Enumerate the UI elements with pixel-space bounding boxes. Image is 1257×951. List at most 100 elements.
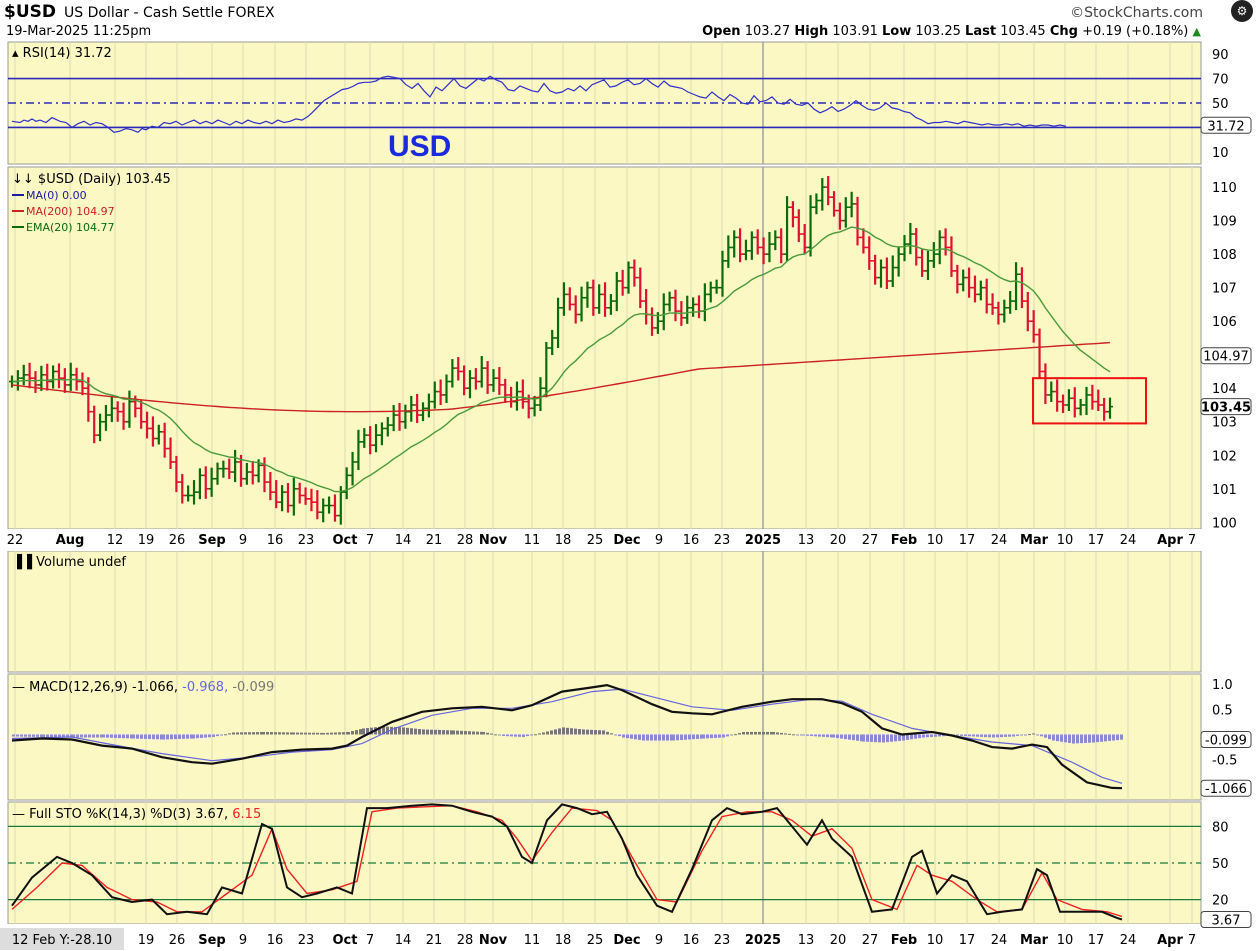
macd-hist-bar <box>996 734 999 738</box>
price-bar <box>537 377 544 412</box>
bottom-x-tick: 19 <box>138 933 155 948</box>
price-bar <box>1089 384 1096 410</box>
macd-hist-bar <box>758 731 761 735</box>
price-bar <box>191 480 198 505</box>
watermark[interactable]: ©StockCharts.com <box>1070 5 1203 21</box>
macd-hist-bar <box>378 726 381 735</box>
macd-hist-bar <box>256 732 259 735</box>
macd-hist-bar <box>1052 734 1055 741</box>
price-bar <box>226 458 233 480</box>
price-x-tick: Dec <box>613 533 640 548</box>
macd-hist-bar <box>212 734 215 737</box>
macd-hist-bar <box>844 734 847 740</box>
macd-hist-bar <box>922 734 925 738</box>
price-x-tick: 20 <box>830 533 847 548</box>
price-bar <box>789 201 796 228</box>
macd-hist-bar <box>822 734 825 737</box>
macd-hist-bar <box>196 734 199 739</box>
bottom-x-tick: 24 <box>1120 933 1137 948</box>
macd-signal-value: -0.968, <box>182 680 232 695</box>
price-bar <box>243 462 250 485</box>
macd-hist-bar <box>1060 734 1063 742</box>
macd-hist-bar <box>186 734 189 739</box>
price-bar <box>361 428 368 448</box>
macd-hist-bar <box>442 730 445 735</box>
macd-hist-bar <box>634 734 637 740</box>
bottom-x-tick: 14 <box>395 933 412 948</box>
macd-hist-bar <box>562 727 565 735</box>
macd-hist-bar <box>182 734 185 739</box>
macd-hist-bar <box>992 734 995 738</box>
macd-hist-bar <box>676 734 679 741</box>
price-bar <box>20 364 27 386</box>
macd-hist-bar <box>1112 734 1115 741</box>
macd-hist-bar <box>882 734 885 743</box>
price-x-tick: Apr <box>1157 533 1183 548</box>
price-bar <box>631 259 638 287</box>
chg-value: +0.19 (+0.18%) <box>1082 24 1189 39</box>
macd-title: — MACD(12,26,9) -1.066, -0.968, -0.099 <box>12 680 274 695</box>
macd-hist-bar <box>480 731 483 735</box>
macd-hist-bar <box>566 727 569 735</box>
macd-hist-bar <box>906 734 909 740</box>
bottom-x-tick: Feb <box>891 933 917 948</box>
price-bar <box>772 230 779 251</box>
bottom-x-tick: 24 <box>991 933 1008 948</box>
price-bar <box>760 237 767 265</box>
macd-hist-bar <box>1092 734 1095 743</box>
macd-hist-bar <box>1016 734 1019 736</box>
sto-y-tick: 80 <box>1212 820 1229 835</box>
macd-hist-bar <box>546 731 549 735</box>
bottom-x-tick: 20 <box>830 933 847 948</box>
macd-hist-bar <box>220 734 223 736</box>
macd-hist-bar <box>522 734 525 737</box>
price-bar <box>613 271 620 312</box>
macd-hist-bar <box>32 734 35 737</box>
price-x-tick: 24 <box>1120 533 1137 548</box>
bottom-x-tick: 7 <box>366 933 374 948</box>
macd-hist-bar <box>654 734 657 741</box>
macd-hist-bar <box>434 729 437 735</box>
price-bar <box>737 228 744 263</box>
price-bar <box>707 281 714 303</box>
macd-hist-bar <box>450 730 453 735</box>
macd-title-prefix: — MACD(12,26,9) <box>12 680 132 695</box>
macd-hist-bar <box>290 732 293 735</box>
price-bar <box>684 295 691 324</box>
macd-hist-bar <box>106 734 109 738</box>
macd-hist-bar <box>1120 734 1123 740</box>
macd-hist-bar <box>54 734 57 738</box>
macd-hist-bar <box>1048 734 1051 740</box>
price-y-tick: 102 <box>1212 449 1237 464</box>
macd-hist-bar <box>464 731 467 735</box>
price-bar <box>437 379 444 405</box>
macd-hist-bar <box>886 734 889 743</box>
price-x-tick: 21 <box>426 533 443 548</box>
price-bar <box>320 498 327 523</box>
settings-icon[interactable]: ⚙ <box>1231 0 1253 22</box>
macd-hist-bar <box>780 732 783 735</box>
macd-hist-bar <box>722 734 725 738</box>
macd-hist-bar <box>860 734 863 742</box>
scroll-readout: 12 Feb Y:-28.10 <box>12 933 112 948</box>
macd-hist-bar <box>772 731 775 735</box>
price-bar <box>161 422 168 458</box>
price-bar <box>279 485 286 512</box>
rsi-y-tick: 70 <box>1212 73 1229 88</box>
price-x-tick: Mar <box>1020 533 1049 548</box>
macd-hist-bar <box>614 734 617 736</box>
price-bar <box>1060 394 1067 414</box>
price-bar <box>690 297 697 317</box>
macd-hist-bar <box>144 734 147 739</box>
rsi-value-tag: 31.72 <box>1207 119 1244 134</box>
price-bar <box>637 267 644 309</box>
macd-hist-bar <box>848 734 851 740</box>
macd-hist-bar <box>402 727 405 735</box>
price-bar <box>373 424 380 453</box>
price-bar <box>572 295 579 324</box>
price-bar <box>1048 381 1055 402</box>
macd-hist-bar <box>262 731 265 735</box>
price-x-tick: Feb <box>891 533 917 548</box>
price-bar <box>149 416 156 447</box>
